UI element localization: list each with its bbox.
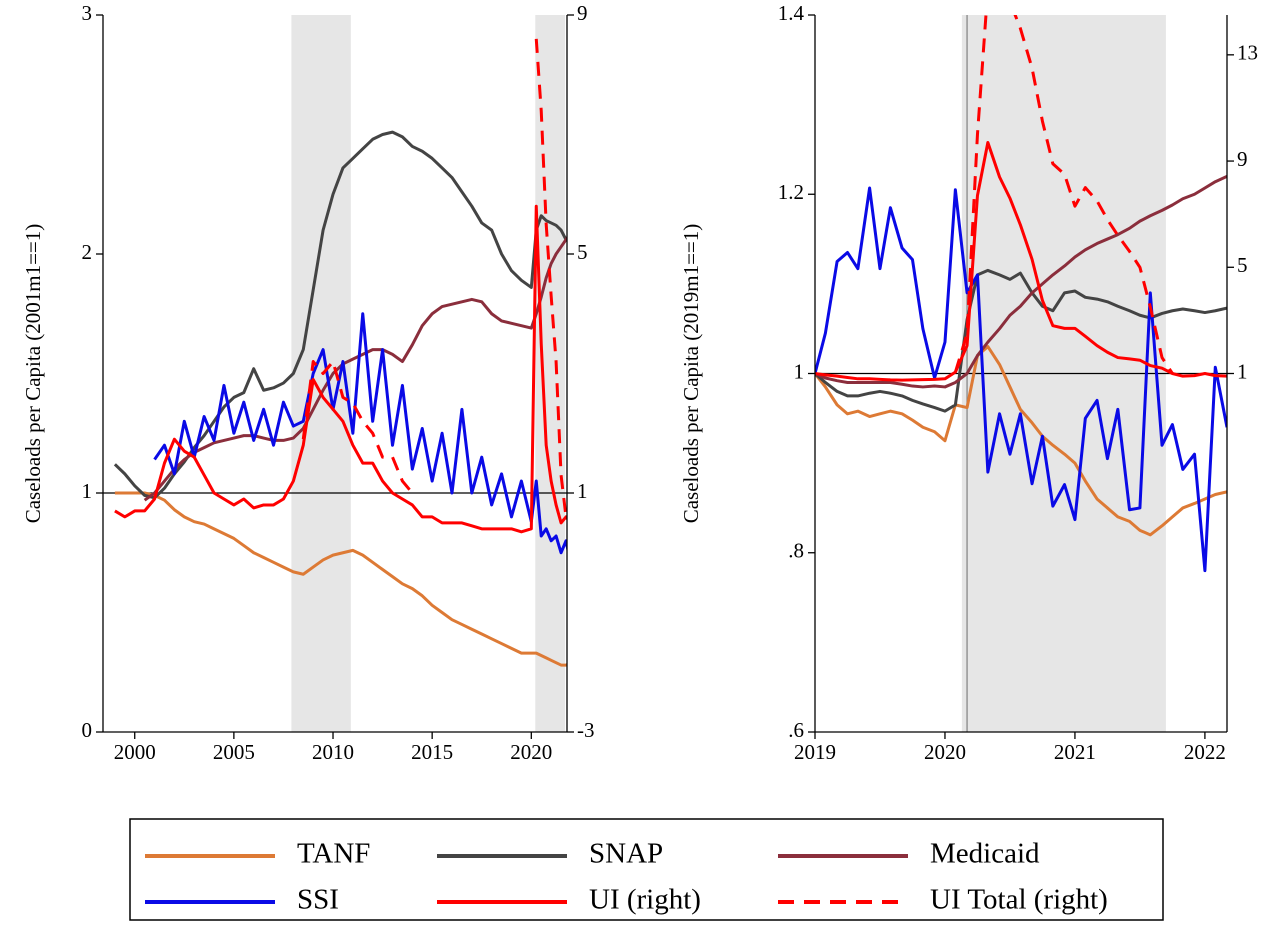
x-tick-label: 2015 (411, 740, 453, 764)
y2-tick-label: -3 (577, 718, 595, 742)
y-tick-label: 3 (82, 1, 93, 25)
y-axis-title: Caseloads per Capita (2019m1==1) (679, 224, 703, 524)
y-axis-title: Caseloads per Capita (2001m1==1) (21, 224, 45, 524)
series-line (114, 491, 567, 667)
y-tick-label: 1.4 (778, 1, 805, 25)
series-line (143, 235, 567, 502)
x-tick-label: 2010 (312, 740, 354, 764)
x-tick-label: 2021 (1054, 740, 1096, 764)
y-tick-label: 1 (794, 359, 805, 383)
series-line (815, 345, 1227, 537)
y2-tick-label: 9 (1237, 147, 1248, 171)
legend-label: SNAP (589, 838, 663, 870)
y2-tick-label: 1 (1237, 359, 1248, 383)
series-line (815, 174, 1227, 389)
y-tick-label: .8 (788, 539, 804, 563)
series-line (815, 140, 1227, 382)
series-line (815, 268, 1227, 413)
y2-tick-label: 13 (1237, 41, 1258, 65)
y-tick-label: 1.2 (778, 180, 804, 204)
y-tick-label: 1 (82, 479, 93, 503)
y2-tick-label: 1 (577, 479, 588, 503)
plot-area (103, 15, 567, 732)
y-tick-label: 2 (82, 240, 93, 264)
x-tick-label: 2020 (924, 740, 966, 764)
x-tick-label: 2005 (213, 740, 255, 764)
legend-box (129, 818, 1164, 921)
x-tick-label: 2022 (1184, 740, 1226, 764)
legend-label: UI Total (right) (930, 884, 1108, 916)
legend-label: Medicaid (930, 838, 1040, 870)
series-line (301, 38, 567, 518)
y2-tick-label: 5 (577, 240, 588, 264)
y-tick-label: 0 (82, 718, 93, 742)
plot-area (815, 15, 1227, 732)
shaded-period (535, 15, 566, 732)
x-tick-label: 2020 (510, 740, 552, 764)
legend-label: SSI (297, 884, 339, 916)
series-line (114, 204, 567, 534)
x-tick-label: 2019 (794, 740, 836, 764)
y2-tick-label: 9 (577, 1, 588, 25)
series-line (953, 15, 1174, 375)
series-line (815, 186, 1227, 573)
x-tick-label: 2000 (114, 740, 156, 764)
series-line (153, 312, 567, 555)
y-tick-label: .6 (788, 718, 804, 742)
y2-tick-label: 5 (1237, 253, 1248, 277)
legend-label: UI (right) (589, 884, 701, 916)
legend-label: TANF (297, 838, 370, 870)
